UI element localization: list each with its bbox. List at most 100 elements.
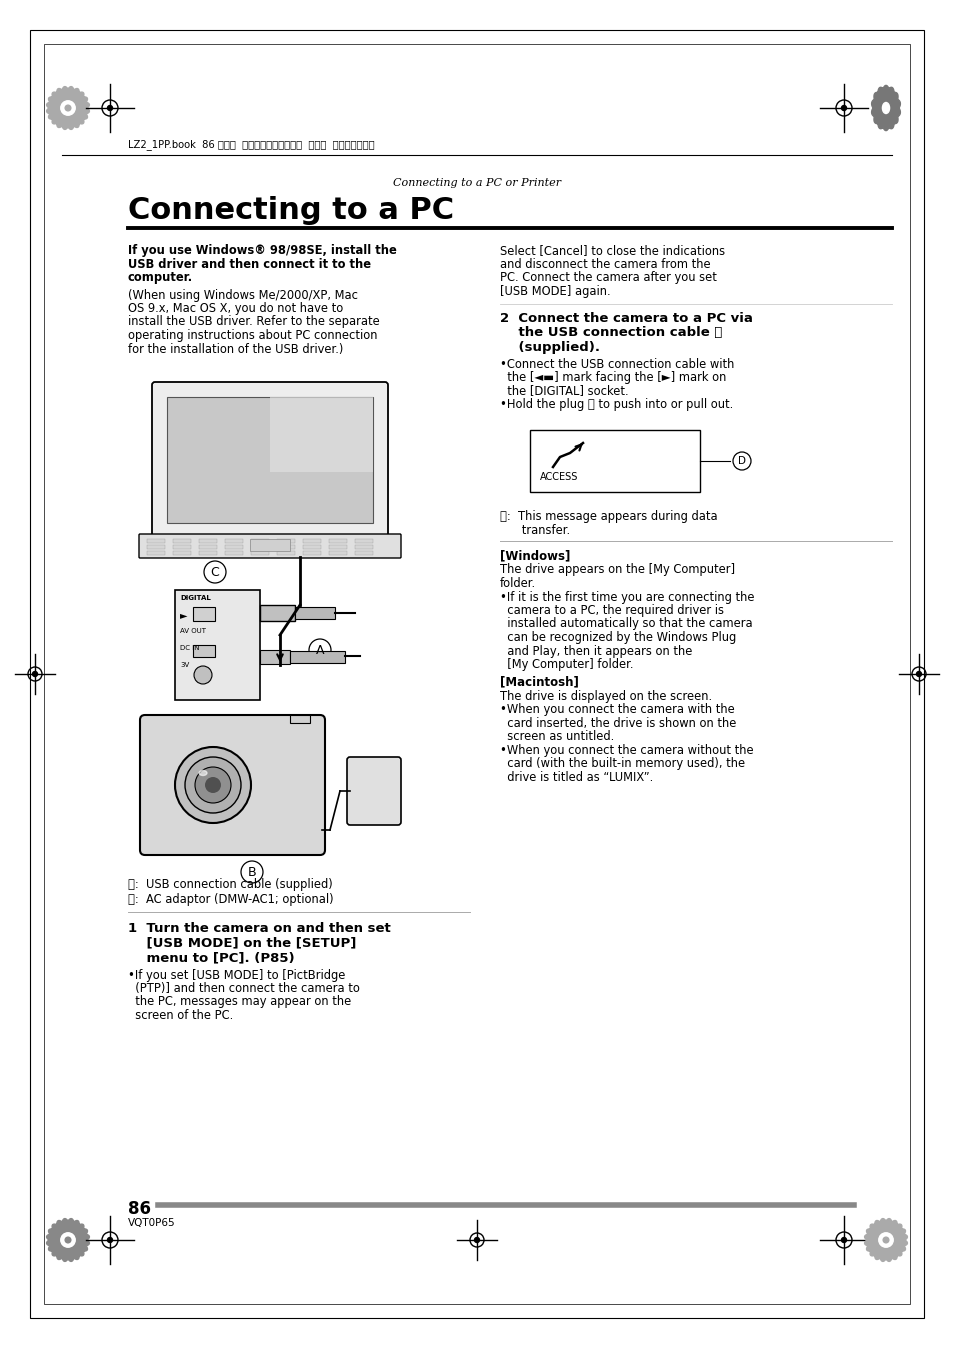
Text: 86: 86 [128, 1200, 151, 1219]
Text: PC. Connect the camera after you set: PC. Connect the camera after you set [499, 271, 716, 284]
Circle shape [65, 1237, 71, 1243]
FancyBboxPatch shape [347, 758, 400, 825]
Bar [303, 545, 320, 549]
Text: Connecting to a PC: Connecting to a PC [128, 195, 454, 225]
Bar [225, 539, 243, 543]
Bar [276, 551, 294, 555]
Bar [329, 551, 347, 555]
Text: (When using Windows Me/2000/XP, Mac: (When using Windows Me/2000/XP, Mac [128, 288, 357, 302]
Ellipse shape [199, 771, 207, 775]
Text: install the USB driver. Refer to the separate: install the USB driver. Refer to the sep… [128, 315, 379, 329]
Circle shape [61, 1233, 75, 1247]
Bar [147, 539, 165, 543]
Text: •If it is the first time you are connecting the: •If it is the first time you are connect… [499, 590, 754, 604]
Text: •If you set [USB MODE] to [PictBridge: •If you set [USB MODE] to [PictBridge [128, 968, 345, 981]
Text: 2  Connect the camera to a PC via: 2 Connect the camera to a PC via [499, 311, 752, 325]
Bar [225, 551, 243, 555]
Text: (PTP)] and then connect the camera to: (PTP)] and then connect the camera to [128, 981, 359, 995]
Text: transfer.: transfer. [499, 523, 570, 537]
Bar [199, 545, 216, 549]
Text: LZ2_1PP.book  86 ページ  ２００５年１月１４日  金曜日  午前７時５６分: LZ2_1PP.book 86 ページ ２００５年１月１４日 金曜日 午前７時５… [128, 139, 375, 150]
Text: B: B [248, 865, 256, 879]
Circle shape [878, 1233, 892, 1247]
Bar [167, 398, 373, 523]
Text: USB driver and then connect it to the: USB driver and then connect it to the [128, 257, 371, 271]
Text: for the installation of the USB driver.): for the installation of the USB driver.) [128, 342, 343, 356]
Text: can be recognized by the Windows Plug: can be recognized by the Windows Plug [499, 631, 736, 644]
Bar [260, 650, 290, 665]
Text: A: A [315, 643, 324, 656]
Circle shape [65, 105, 71, 111]
FancyBboxPatch shape [139, 534, 400, 558]
Bar [294, 607, 335, 619]
Bar [172, 551, 191, 555]
Circle shape [193, 666, 212, 683]
Bar [147, 551, 165, 555]
Text: the [◄▬] mark facing the [►] mark on: the [◄▬] mark facing the [►] mark on [499, 371, 725, 384]
Text: and Play, then it appears on the: and Play, then it appears on the [499, 644, 692, 658]
Text: the [DIGITAL] socket.: the [DIGITAL] socket. [499, 384, 628, 398]
Text: Ⓐ:  USB connection cable (supplied): Ⓐ: USB connection cable (supplied) [128, 878, 333, 891]
Bar [174, 590, 260, 700]
Text: 1  Turn the camera on and then set: 1 Turn the camera on and then set [128, 922, 391, 936]
Text: (supplied).: (supplied). [499, 341, 599, 355]
Text: •When you connect the camera without the: •When you connect the camera without the [499, 744, 753, 758]
Text: •When you connect the camera with the: •When you connect the camera with the [499, 704, 734, 717]
Bar [199, 551, 216, 555]
Circle shape [108, 105, 112, 111]
Text: installed automatically so that the camera: installed automatically so that the came… [499, 617, 752, 631]
Circle shape [174, 747, 251, 824]
Text: D: D [738, 456, 745, 466]
Text: •Hold the plug Ⓒ to push into or pull out.: •Hold the plug Ⓒ to push into or pull ou… [499, 398, 733, 411]
Polygon shape [863, 1219, 906, 1262]
Text: [USB MODE] on the [SETUP]: [USB MODE] on the [SETUP] [128, 937, 356, 949]
Bar [172, 545, 191, 549]
Circle shape [474, 1237, 479, 1243]
Bar [290, 714, 310, 723]
Polygon shape [47, 1219, 90, 1262]
Bar [260, 605, 294, 621]
Text: VQT0P65: VQT0P65 [128, 1219, 175, 1228]
Circle shape [32, 671, 37, 677]
FancyBboxPatch shape [140, 714, 325, 855]
Text: Connecting to a PC or Printer: Connecting to a PC or Printer [393, 178, 560, 187]
Circle shape [841, 105, 845, 111]
Text: menu to [PC]. (P85): menu to [PC]. (P85) [128, 950, 294, 964]
Text: If you use Windows® 98/98SE, install the: If you use Windows® 98/98SE, install the [128, 244, 396, 257]
Bar [290, 651, 345, 663]
Text: DC IN: DC IN [180, 644, 199, 651]
Text: The drive is displayed on the screen.: The drive is displayed on the screen. [499, 690, 711, 704]
Bar [355, 545, 373, 549]
FancyBboxPatch shape [152, 381, 388, 538]
Text: C: C [211, 566, 219, 578]
Circle shape [194, 767, 231, 803]
Ellipse shape [882, 102, 888, 113]
Bar [251, 539, 269, 543]
Circle shape [61, 101, 75, 115]
Bar [250, 539, 290, 551]
Text: [My Computer] folder.: [My Computer] folder. [499, 658, 633, 671]
Text: screen of the PC.: screen of the PC. [128, 1010, 233, 1022]
Text: The drive appears on the [My Computer]: The drive appears on the [My Computer] [499, 563, 735, 577]
Bar [172, 539, 191, 543]
Bar [355, 539, 373, 543]
Text: Select [Cancel] to close the indications: Select [Cancel] to close the indications [499, 244, 724, 257]
Bar [303, 539, 320, 543]
Bar [355, 551, 373, 555]
Text: •Connect the USB connection cable with: •Connect the USB connection cable with [499, 357, 734, 371]
Bar [199, 539, 216, 543]
Circle shape [882, 1237, 888, 1243]
Bar [193, 644, 214, 656]
Text: DIGITAL: DIGITAL [180, 594, 211, 601]
Text: camera to a PC, the required driver is: camera to a PC, the required driver is [499, 604, 723, 617]
Circle shape [108, 1237, 112, 1243]
Text: [Windows]: [Windows] [499, 549, 570, 562]
Text: Ⓑ:  AC adaptor (DMW-AC1; optional): Ⓑ: AC adaptor (DMW-AC1; optional) [128, 892, 334, 906]
Text: the USB connection cable Ⓐ: the USB connection cable Ⓐ [499, 326, 721, 340]
Bar [276, 539, 294, 543]
Text: operating instructions about PC connection: operating instructions about PC connecti… [128, 329, 377, 342]
Text: card (with the built-in memory used), the: card (with the built-in memory used), th… [499, 758, 744, 771]
Text: computer.: computer. [128, 271, 193, 284]
Text: AV OUT: AV OUT [180, 628, 206, 634]
Text: OS 9.x, Mac OS X, you do not have to: OS 9.x, Mac OS X, you do not have to [128, 302, 343, 315]
